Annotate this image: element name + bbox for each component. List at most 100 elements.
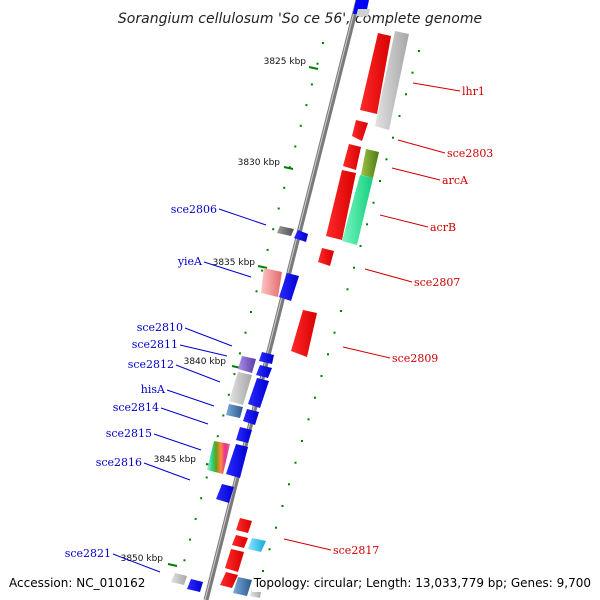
cds-arcA (361, 149, 379, 178)
track-dot (222, 414, 225, 417)
track-dot (301, 440, 303, 442)
tick-label: 3835 kbp (213, 258, 256, 268)
gene-label-sce2812[interactable]: sce2812 (128, 358, 174, 371)
track-dot (353, 266, 355, 269)
track-dot (244, 331, 247, 334)
leader-line (379, 214, 429, 228)
cds-sce2811 (238, 356, 256, 373)
track-dot (411, 71, 414, 74)
gene-label-sce2816[interactable]: sce2816 (96, 456, 142, 469)
gene-label-acrB[interactable]: acrB (430, 221, 456, 234)
track-dot (200, 497, 203, 500)
track-dot (205, 476, 208, 479)
leader-line (184, 327, 233, 347)
track-dot (305, 104, 308, 107)
leader-line (397, 139, 446, 154)
cds-sce2821 (171, 573, 187, 585)
cds-sce2820 (233, 577, 252, 596)
tick-label: 3845 kbp (154, 455, 197, 465)
gene-label-sce2814[interactable]: sce2814 (113, 401, 159, 414)
gene-lhr1 (360, 33, 391, 114)
gene-label-yieA[interactable]: yieA (177, 255, 203, 268)
gene-sce2803 (352, 120, 368, 141)
genome-backbone (203, 0, 361, 600)
gene-yieA (279, 273, 299, 301)
gene-sce2815 (226, 444, 248, 478)
cds-acrB (342, 175, 373, 245)
track-dot (277, 207, 280, 210)
tick-label: 3825 kbp (264, 57, 307, 67)
track-dot (398, 115, 401, 117)
cds-sce2812 (229, 372, 252, 405)
tick-mark (283, 166, 294, 170)
track-dot (255, 290, 258, 293)
track-dot (359, 245, 362, 247)
cds-yieA (261, 268, 282, 297)
gene-sce2821 (187, 579, 203, 592)
genome-backbone-highlight (204, 0, 358, 600)
forward-gene-labels: lhr1 sce2803 arcA acrB sce2807 sce2809 s… (283, 82, 493, 557)
cds-sce2817 (248, 538, 266, 552)
track-dot (392, 136, 394, 139)
gene-label-sce2806[interactable]: sce2806 (171, 203, 217, 216)
gene-label-sce2809[interactable]: sce2809 (392, 352, 438, 365)
gene-label-sce2811[interactable]: sce2811 (132, 338, 178, 351)
inner-dot-track (178, 42, 324, 582)
tick-mark (308, 66, 319, 70)
track-dot (366, 223, 368, 226)
leader-line (160, 407, 209, 425)
gene-sce2812 (248, 378, 269, 408)
track-dot (372, 201, 375, 204)
track-dot (283, 186, 286, 189)
topology-text: Topology: circular; Length: 13,033,779 b… (253, 576, 591, 590)
gene-label-sce2815[interactable]: sce2815 (106, 427, 152, 440)
track-dot (379, 180, 381, 182)
gene-label-sce2821[interactable]: sce2821 (65, 547, 111, 560)
track-dot (346, 288, 349, 291)
track-dot (294, 461, 297, 464)
gene-label-arcA[interactable]: arcA (442, 174, 469, 187)
track-dot (316, 62, 319, 65)
track-dot (299, 124, 302, 127)
tick-label: 3830 kbp (238, 158, 281, 168)
cds-sce2815 (207, 441, 230, 474)
track-dot (288, 166, 291, 169)
gene-label-sce2807[interactable]: sce2807 (414, 276, 460, 289)
outer-dot-track (262, 50, 420, 572)
gene-label-sce2817[interactable]: sce2817 (333, 544, 379, 557)
gene-label-sce2803[interactable]: sce2803 (447, 147, 493, 160)
leader-line (112, 553, 161, 573)
track-dot (385, 158, 388, 161)
track-dot (320, 375, 323, 377)
track-dot (216, 435, 219, 438)
feature-top-gray (356, 9, 370, 16)
track-dot (227, 393, 230, 396)
track-dot (262, 570, 264, 572)
map-title: Sorangium cellulosum 'So ce 56', complet… (118, 11, 482, 27)
leader-line (143, 462, 191, 481)
gene-sce2817b (232, 535, 248, 548)
gene-sce2807 (318, 248, 334, 266)
reverse-strand-features (171, 226, 308, 592)
gene-sce2809 (291, 310, 317, 357)
leader-line (364, 268, 413, 283)
cds-lhr1 (375, 31, 409, 130)
footer-backdrop-left (0, 572, 150, 592)
leader-line (203, 261, 252, 278)
track-dot (266, 248, 269, 251)
gene-sce2814 (236, 427, 252, 443)
gene-label-lhr1[interactable]: lhr1 (462, 85, 485, 98)
track-dot (327, 353, 329, 356)
gene-hisA (243, 409, 259, 425)
tick-label: 3840 kbp (184, 357, 227, 367)
position-ticks: 3825 kbp 3830 kbp 3835 kbp 3840 kbp 3845… (121, 57, 319, 567)
gene-label-sce2810[interactable]: sce2810 (137, 321, 183, 334)
gene-sce2810 (259, 352, 274, 364)
leader-line (153, 433, 202, 451)
track-dot (250, 311, 252, 313)
leader-line (175, 364, 221, 383)
gene-sce2818 (225, 549, 244, 572)
gene-sce2811 (256, 365, 272, 378)
gene-label-hisA[interactable]: hisA (141, 383, 166, 396)
